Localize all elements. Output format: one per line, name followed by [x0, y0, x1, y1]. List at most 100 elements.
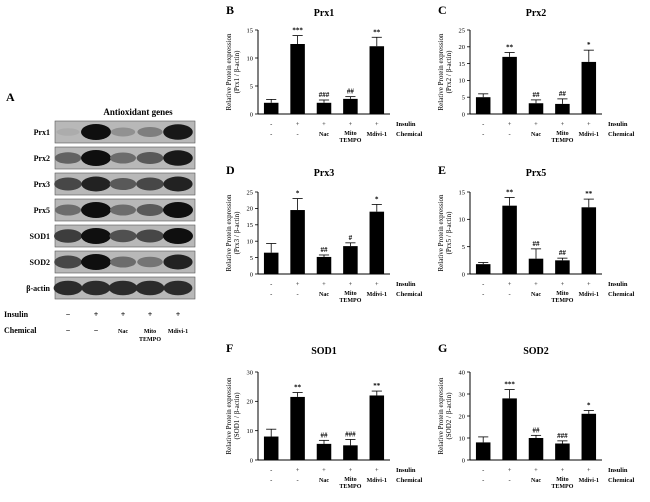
bar — [316, 256, 332, 274]
y-tick-label: 15 — [247, 222, 254, 229]
significance-label: ### — [345, 430, 356, 438]
blot-row-label: SOD2 — [30, 258, 50, 267]
significance-label: ## — [321, 246, 329, 254]
insulin-mark: + — [587, 281, 591, 288]
bar — [369, 211, 385, 274]
blot-band — [163, 228, 193, 244]
chemical-mark: Mito — [556, 131, 568, 137]
chemical-row-label: Chemical — [396, 291, 423, 298]
y-tick-label: 20 — [459, 44, 466, 51]
y-tick-label: 15 — [459, 189, 466, 196]
y-tick-label: 5 — [462, 95, 465, 102]
chemical-mark: Mito — [556, 291, 568, 297]
chemical-mark: Mdivi-1 — [579, 292, 599, 298]
insulin-mark: - — [270, 121, 272, 128]
blot-chemical-mark: Nac — [118, 329, 128, 335]
bar — [502, 56, 517, 114]
bar — [369, 395, 385, 460]
blot-chemical-mark: Mito — [144, 329, 156, 335]
blot-row-label: Prx2 — [34, 154, 50, 163]
panel-letter: B — [226, 3, 234, 17]
y-tick-label: 15 — [247, 27, 254, 34]
blot-row-label: Prx1 — [34, 128, 50, 137]
bar — [502, 398, 517, 460]
y-axis-label: Relative Protein expression — [225, 194, 233, 271]
significance-label: ** — [373, 382, 381, 390]
blot-band — [53, 280, 83, 296]
chemical-mark: - — [270, 291, 272, 298]
y-tick-label: 10 — [247, 55, 254, 62]
y-axis-label-2: (Prx3 / β-actin) — [233, 211, 241, 254]
y-tick-label: 0 — [250, 271, 253, 278]
y-axis-label: Relative Protein expression — [225, 33, 233, 110]
chemical-mark: Nac — [319, 132, 329, 138]
chemical-mark: TEMPO — [551, 298, 573, 304]
bar — [475, 264, 491, 274]
chemical-mark: - — [297, 131, 299, 138]
significance-label: ### — [557, 432, 568, 440]
blot-row-prx3: Prx3 — [34, 172, 196, 196]
chemical-mark: - — [509, 477, 511, 484]
y-tick-label: 10 — [247, 239, 254, 246]
y-tick-label: 20 — [459, 413, 466, 420]
blot-band — [137, 256, 163, 268]
blot-band — [54, 177, 82, 191]
blot-band — [163, 124, 193, 140]
chemical-mark: Nac — [531, 292, 541, 298]
chemical-mark: - — [482, 477, 484, 484]
significance-label: * — [296, 190, 300, 198]
blot-row-actin: β-actin — [26, 276, 196, 300]
bar — [263, 252, 279, 274]
panel-letter: C — [438, 3, 447, 17]
blot-insulin-mark: + — [176, 310, 181, 319]
insulin-mark: - — [482, 281, 484, 288]
bar — [555, 443, 570, 460]
y-tick-label: 20 — [247, 399, 254, 406]
insulin-row-label: Insulin — [396, 281, 416, 288]
y-axis-label-2: (Prx1 / β-actin) — [233, 50, 241, 93]
significance-label: * — [375, 195, 379, 203]
significance-label: # — [349, 234, 353, 242]
blot-band — [54, 152, 82, 164]
y-tick-label: 20 — [247, 206, 254, 213]
significance-label: ** — [373, 28, 381, 36]
bar — [290, 44, 305, 114]
significance-label: *** — [292, 27, 303, 35]
y-tick-label: 40 — [459, 369, 466, 376]
blot-band — [81, 124, 111, 140]
y-axis-label-2: (SOD2 / β-actin) — [445, 392, 453, 440]
blot-band — [109, 229, 137, 243]
bar — [316, 443, 332, 460]
bar — [581, 207, 597, 274]
blot-band — [81, 202, 111, 218]
y-axis-label-2: (Prx5 / β-actin) — [445, 211, 453, 254]
blot-insulin-mark: − — [66, 310, 71, 319]
insulin-mark: + — [561, 121, 565, 128]
blot-row-sod1: SOD1 — [30, 224, 196, 248]
insulin-mark: + — [561, 281, 565, 288]
insulin-row-label: Insulin — [608, 281, 628, 288]
bar — [555, 103, 570, 114]
y-axis-label: Relative Protein expression — [437, 33, 445, 110]
blot-chemical-mark: Mdivi-1 — [168, 329, 188, 335]
chart-title: Prx3 — [314, 168, 335, 179]
blot-band — [54, 229, 82, 243]
bar — [316, 102, 332, 114]
chart-prx3: D Prx3 0 5 10 15 20 25 Relative Protein expressi… — [225, 163, 423, 304]
bar — [343, 445, 358, 460]
significance-label: ## — [533, 240, 541, 248]
chemical-mark: Nac — [319, 292, 329, 298]
chart-sod1: F SOD1 0 10 20 30 Relative Protein expression(… — [225, 341, 423, 490]
insulin-row-label: Insulin — [608, 467, 628, 474]
bar — [555, 260, 570, 274]
blot-insulin-label: Insulin — [4, 310, 29, 319]
blot-band — [56, 128, 80, 136]
bar — [475, 442, 491, 460]
y-axis-label: Relative Protein expression — [225, 377, 233, 454]
blot-band — [110, 127, 136, 137]
chart-prx2: C Prx2 0 5 10 15 20 25 Relative Protein expressi… — [437, 3, 635, 144]
blot-row-prx1: Prx1 — [34, 120, 196, 144]
chemical-mark: - — [482, 131, 484, 138]
blot-band — [110, 204, 136, 216]
chemical-mark: TEMPO — [339, 484, 361, 490]
